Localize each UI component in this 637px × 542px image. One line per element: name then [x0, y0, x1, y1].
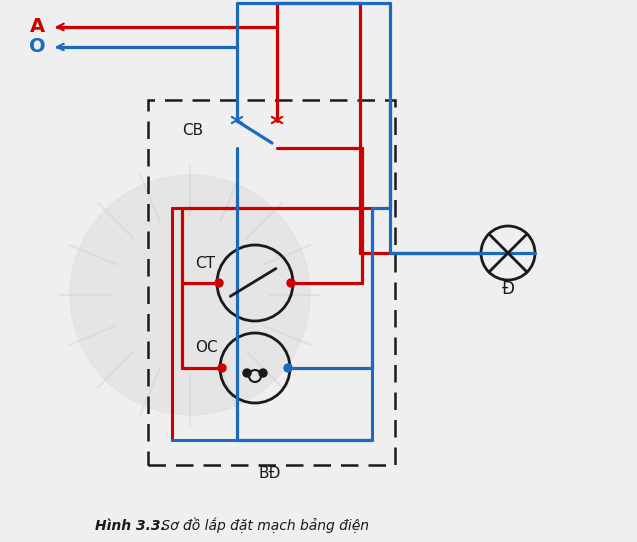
Text: BĐ: BĐ: [259, 466, 281, 481]
Circle shape: [287, 279, 295, 287]
Circle shape: [284, 364, 292, 372]
Text: CT: CT: [195, 256, 215, 271]
Circle shape: [218, 364, 226, 372]
Text: CB: CB: [182, 123, 203, 138]
Text: Sơ đồ lắp đặt mạch bảng điện: Sơ đồ lắp đặt mạch bảng điện: [157, 518, 369, 533]
Text: O: O: [29, 37, 45, 56]
Circle shape: [243, 369, 251, 377]
Text: Đ: Đ: [501, 280, 515, 298]
Text: OC: OC: [195, 340, 218, 355]
Text: A: A: [29, 17, 45, 36]
Circle shape: [70, 175, 310, 415]
Circle shape: [259, 369, 267, 377]
Text: Hình 3.3.: Hình 3.3.: [95, 519, 166, 533]
Bar: [148, 100, 395, 465]
Circle shape: [215, 279, 223, 287]
